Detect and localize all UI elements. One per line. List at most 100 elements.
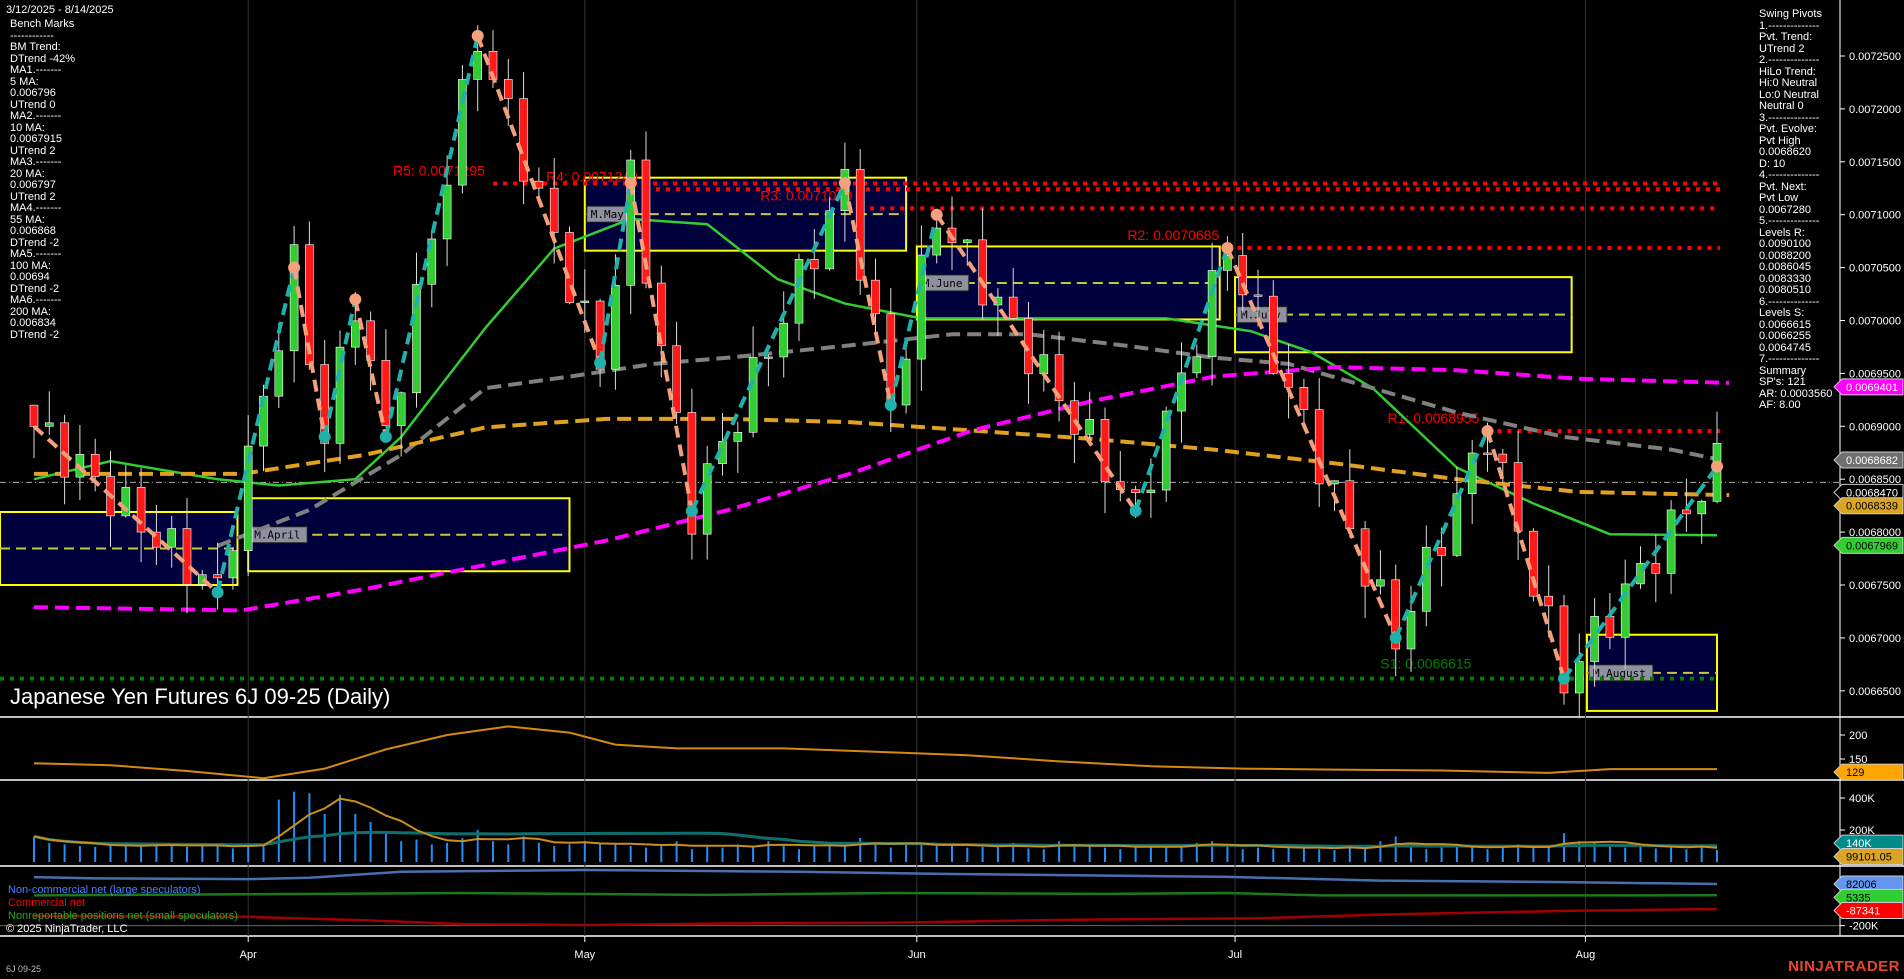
candle-down: [503, 79, 513, 99]
candle-down: [855, 169, 865, 281]
swing-high-marker: [838, 176, 851, 189]
swing-pivots-line: Lo:0 Neutral: [1759, 88, 1819, 101]
level-label: S1: 0.0066615: [1380, 656, 1471, 672]
price-tag-bg: [1833, 536, 1904, 554]
swing-high-marker: [1221, 242, 1234, 255]
price-tick-label: 0.0069500: [1849, 368, 1901, 380]
swing-high-marker: [288, 261, 301, 274]
swing-pivots-line: 0.0090100: [1759, 238, 1811, 250]
price-tag-bg: [1833, 451, 1904, 469]
candle-up: [44, 422, 54, 427]
bench-marks-line: 5 MA:: [10, 75, 39, 88]
swing-pivots-line: 0.0066255: [1759, 330, 1811, 342]
oscillator-tick-label: 200: [1849, 730, 1867, 742]
candle-up: [121, 487, 131, 517]
legend-noncommercial: Non-commercial net (large speculators): [8, 884, 201, 896]
swing-low-marker: [685, 504, 698, 517]
price-tag: 0.0068682: [1846, 455, 1898, 467]
swing-pivots-line: Levels R:: [1759, 226, 1805, 239]
axis-tag-backgrounds: [1833, 378, 1904, 919]
copyright: © 2025 NinjaTrader, LLC: [6, 923, 128, 935]
cot-line: [33, 868, 1718, 886]
price-tick-label: 0.0071500: [1849, 157, 1901, 169]
bench-marks-line: UTrend 2: [10, 190, 56, 203]
bench-marks-line: 55 MA:: [10, 213, 45, 226]
candle-up: [274, 350, 284, 397]
candles: [29, 25, 1722, 719]
bench-marks-line: MA6.-------: [10, 294, 62, 306]
price-axis[interactable]: 0.0072500 0.0072000 0.0071500 0.0071000 0.00…: [1839, 0, 1901, 936]
ma-line-55ma: [216, 332, 1718, 548]
swing-pivots-line: Pvt Low: [1759, 192, 1799, 204]
swing-up-leg: [1562, 465, 1719, 680]
swing-pivots-line: 0.0064745: [1759, 341, 1811, 354]
price-tag-bg: [1833, 497, 1904, 515]
candle-down: [366, 320, 375, 361]
candle-up: [350, 320, 360, 348]
candle-down: [1360, 528, 1370, 587]
bench-marks-line: MA5.-------: [10, 248, 62, 260]
candle-up: [167, 528, 176, 548]
swing-pivots-line: 4.--------------: [1759, 169, 1820, 181]
candle-up: [1376, 579, 1385, 587]
candle-down: [1269, 295, 1278, 374]
candle-up: [962, 239, 972, 244]
swing-down-leg: [32, 424, 219, 594]
candle-up: [917, 254, 926, 360]
swing-high-marker: [930, 208, 943, 221]
candle-up: [1207, 270, 1217, 358]
month-box-label: M.August: [1593, 667, 1646, 680]
candle-up: [764, 356, 773, 359]
swing-pivots-line: 0.0066615: [1759, 318, 1811, 331]
candle-up: [901, 358, 911, 406]
swing-pivots-line: 1.--------------: [1759, 19, 1820, 32]
swing-pivots-line: 0.0086045: [1759, 261, 1811, 273]
candle-down: [672, 345, 681, 413]
swing-low-marker: [318, 430, 331, 443]
candle-down: [305, 244, 314, 365]
price-tag: 0.0069401: [1846, 382, 1898, 394]
candle-down: [809, 259, 819, 270]
legend-nonreportable: Nonreportable positions net (small specu…: [8, 910, 238, 922]
ma-line-200ma: [34, 416, 1730, 498]
level-label: R2: 0.0070685: [1127, 227, 1219, 243]
candle-down: [1391, 579, 1400, 650]
bench-marks-line: 0.006797: [10, 179, 56, 191]
swing-pivots-line: Summary: [1759, 364, 1807, 377]
candle-down: [1483, 452, 1492, 455]
oscillator-line: [33, 725, 1717, 780]
bench-marks-line: Bench Marks: [10, 18, 75, 30]
candle-up: [748, 357, 758, 433]
bench-marks-line: UTrend 0: [10, 98, 56, 111]
swing-pivots-line: 7.--------------: [1759, 353, 1820, 365]
bench-marks-line: BM Trend:: [10, 41, 61, 53]
bench-marks-line: MA3.-------: [10, 156, 62, 168]
price-tick-label: 0.0070500: [1849, 263, 1901, 275]
swing-pivots-line: 0.0083330: [1759, 272, 1811, 285]
candle-up: [442, 184, 452, 240]
swing-zigzag: [32, 29, 1723, 685]
candle-down: [136, 487, 146, 533]
bench-marks-line: 0.006834: [10, 317, 56, 329]
candle-up: [1146, 489, 1156, 493]
swing-high-marker: [624, 176, 637, 189]
price-tick-label: 0.0072000: [1849, 104, 1901, 116]
x-tick-label: Apr: [240, 949, 257, 961]
swing-pivots-line: AF: 8.00: [1759, 399, 1801, 411]
swing-pivots-line: Swing Pivots: [1759, 8, 1822, 20]
cot-noncommercial-tag: 82006: [1846, 879, 1877, 891]
price-tag: 0.0067969: [1846, 540, 1898, 552]
symbol-label: 6J 09-25: [6, 964, 42, 974]
month-box-label: M.April: [254, 529, 300, 542]
x-tick-label: Jul: [1228, 949, 1242, 961]
price-tick-label: 0.0067000: [1849, 633, 1901, 645]
bench-marks-line: DTrend -2: [10, 328, 60, 341]
swing-low-marker: [1389, 631, 1402, 644]
volume-tick-label: 200K: [1849, 825, 1875, 837]
price-tick-label: 0.0069000: [1849, 421, 1901, 433]
swing-low-marker: [379, 430, 392, 443]
bench-marks-line: MA2.-------: [10, 110, 62, 122]
candle-up: [1452, 493, 1462, 556]
candle-up: [611, 285, 620, 370]
